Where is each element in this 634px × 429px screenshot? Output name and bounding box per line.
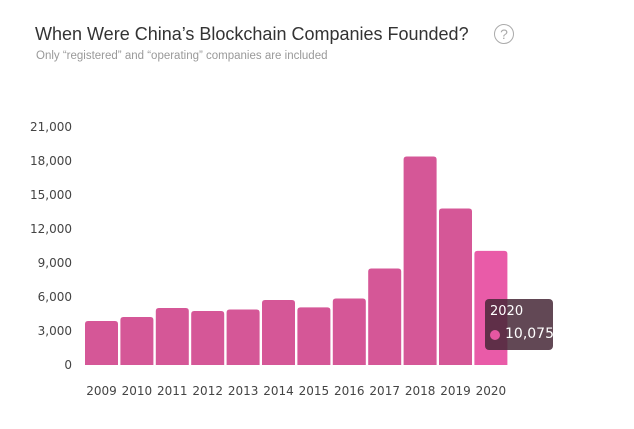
y-tick-label: 3,000 (38, 324, 72, 338)
x-tick-label: 2014 (263, 384, 294, 398)
bar-2015[interactable] (297, 307, 331, 365)
x-tick-label: 2011 (157, 384, 188, 398)
chart-title: When Were China’s Blockchain Companies F… (35, 24, 469, 44)
y-tick-label: 0 (64, 358, 72, 372)
x-tick-label: 2010 (122, 384, 153, 398)
y-tick-label: 6,000 (38, 290, 72, 304)
y-tick-label: 9,000 (38, 256, 72, 270)
bar-2012[interactable] (191, 310, 225, 365)
y-tick-label: 15,000 (30, 188, 72, 202)
x-tick-label: 2016 (334, 384, 365, 398)
tooltip-category: 2020 (490, 304, 524, 319)
x-tick-label: 2009 (86, 384, 117, 398)
x-tick-label: 2015 (299, 384, 330, 398)
chart-subtitle: Only “registered” and “operating” compan… (36, 50, 328, 62)
bar-2011[interactable] (155, 307, 189, 365)
x-tick-label: 2018 (405, 384, 436, 398)
bar-2014[interactable] (262, 299, 295, 365)
y-tick-label: 12,000 (30, 222, 72, 236)
x-tick-label: 2012 (192, 384, 223, 398)
x-tick-label: 2017 (369, 384, 400, 398)
y-tick-label: 21,000 (30, 120, 72, 134)
tooltip-series-dot (490, 330, 500, 340)
help-icon[interactable]: ? (494, 24, 514, 44)
bar-2018[interactable] (403, 156, 437, 365)
tooltip: 2020 10,075 (485, 299, 554, 350)
y-tick-label: 18,000 (30, 154, 72, 168)
bar-2016[interactable] (332, 298, 366, 365)
x-tick-label: 2020 (476, 384, 507, 398)
bar-2009[interactable] (85, 321, 118, 365)
bar-2013[interactable] (226, 309, 260, 365)
x-tick-label: 2013 (228, 384, 259, 398)
bar-2019[interactable] (439, 208, 472, 365)
bar-2010[interactable] (120, 316, 154, 365)
x-tick-label: 2019 (440, 384, 471, 398)
bar-2017[interactable] (368, 268, 402, 365)
tooltip-value: 10,075 (505, 326, 554, 342)
